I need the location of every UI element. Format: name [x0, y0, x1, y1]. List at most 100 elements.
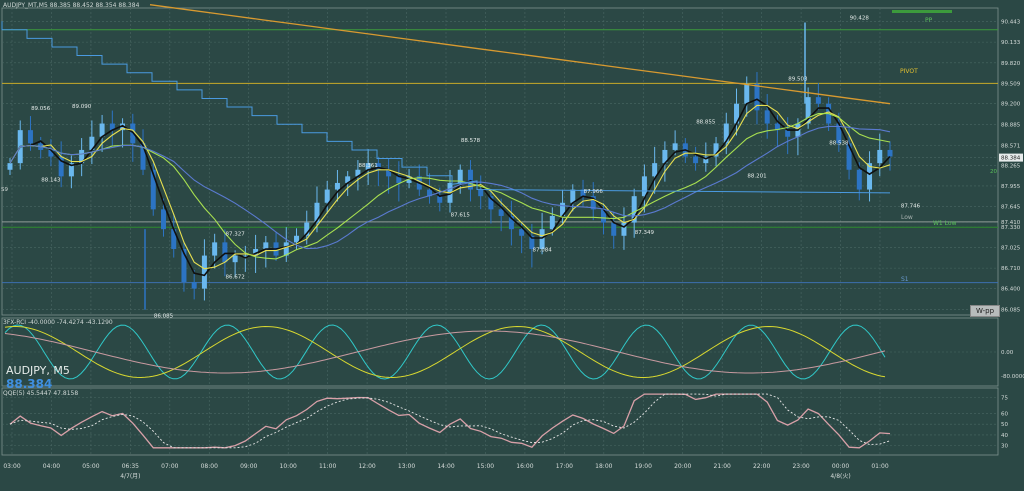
rci-cyan: [4, 324, 886, 380]
candle-body: [304, 222, 310, 236]
price-annotation: 87.327: [225, 231, 245, 237]
candle-body: [242, 255, 248, 257]
main-panel-title: AUDJPY_MT,M5 88.385 88.452 88.354 88.384: [3, 2, 140, 9]
y-tick-label: 90.133: [1001, 40, 1021, 46]
qqe-fast: [9, 393, 891, 449]
candle-body: [498, 209, 504, 216]
x-tick-label: 00:00: [832, 463, 849, 470]
candle-body: [754, 83, 760, 111]
candle-body: [713, 143, 719, 157]
candle-body: [365, 163, 371, 170]
step-line: [1, 21, 891, 194]
pp-marker: [892, 10, 952, 13]
candle-body: [140, 143, 146, 170]
candle-body: [324, 189, 330, 203]
candle-body: [253, 248, 259, 256]
candle-body: [201, 255, 207, 289]
candle-body: [652, 163, 658, 177]
label-20: 20: [990, 169, 997, 175]
price-annotation: 88.143: [41, 178, 61, 184]
price-annotation: 86.672: [225, 275, 244, 281]
x-tick-label: 04:00: [43, 463, 60, 470]
y-tick-label: 60: [1001, 411, 1008, 417]
candle-body: [600, 209, 606, 223]
x-tick-label: 21:00: [714, 463, 731, 470]
y-tick-label: -80.0000: [1001, 374, 1024, 380]
label-pp: PP: [925, 17, 933, 24]
ma-black: [9, 98, 891, 277]
candle-body: [785, 130, 791, 137]
candle-body: [222, 242, 228, 263]
current-price-badge: [999, 153, 1023, 162]
x-tick-label: 06:35: [122, 463, 139, 470]
candle-body: [212, 242, 218, 256]
x-tick-label: 08:00: [201, 463, 218, 470]
candle-body: [345, 176, 351, 183]
wpp-button[interactable]: W-pp: [970, 305, 1000, 317]
candle-body: [396, 176, 402, 183]
price-annotation: 87.084: [532, 247, 552, 253]
x-tick-label: 20:00: [674, 463, 691, 470]
candle-body: [580, 189, 586, 197]
candle-body: [570, 189, 576, 203]
candle-body: [549, 215, 555, 230]
candle-body: [294, 235, 300, 243]
x-tick-label: 13:00: [398, 463, 415, 470]
candle-body: [774, 123, 780, 131]
candle-body: [805, 97, 811, 124]
candle-body: [283, 242, 289, 256]
candle-body: [181, 248, 187, 282]
y-tick-label: 86.710: [1001, 266, 1021, 272]
candle-body: [263, 242, 269, 249]
x-tick-label: 4/7(月): [120, 473, 140, 480]
y-tick-label: 87.645: [1001, 204, 1021, 210]
candle-body: [887, 149, 893, 157]
y-tick-label: 87.330: [1001, 225, 1021, 231]
candle-body: [406, 176, 412, 183]
y-tick-label: 89.509: [1001, 81, 1021, 87]
ma-lightgreen: [9, 113, 891, 260]
y-tick-label: 88.571: [1001, 143, 1020, 149]
current-price-text: 88.384: [1001, 156, 1021, 162]
candle-body: [590, 196, 596, 210]
candle-body: [662, 149, 668, 164]
x-tick-label: 07:00: [161, 463, 178, 470]
x-tick-label: 09:00: [240, 463, 257, 470]
x-tick-label: 18:00: [595, 463, 612, 470]
price-annotation: 88.201: [747, 174, 766, 180]
x-tick-label: 14:00: [437, 463, 454, 470]
candle-body: [79, 149, 85, 164]
x-tick-label: 19:00: [635, 463, 652, 470]
candle-body: [539, 229, 545, 249]
label-s1: S1: [901, 276, 909, 283]
candle-body: [856, 169, 862, 190]
rci-yellow: [4, 325, 886, 379]
candle-body: [89, 136, 95, 150]
candle-body: [375, 163, 381, 170]
candle-body: [631, 196, 637, 223]
y-tick-label: 88.265: [1001, 163, 1021, 169]
y-tick-label: 50: [1001, 422, 1008, 428]
candle-body: [836, 123, 842, 144]
y-tick-label: 88.885: [1001, 123, 1021, 129]
candle-body: [7, 163, 13, 170]
y-tick-label: 89.200: [1001, 102, 1021, 108]
label-w1low: W1 Low: [933, 220, 957, 227]
x-tick-label: 23:00: [792, 463, 809, 470]
candle-body: [519, 229, 525, 236]
candle-body: [467, 169, 473, 190]
x-tick-label: 01:00: [871, 463, 888, 470]
price-annotation: 90.428: [850, 16, 870, 22]
candle-body: [693, 156, 699, 164]
rci-panel-title: 3FX-RCI -40.0000 -74.4274 -43.1290: [3, 319, 113, 326]
candle-body: [815, 97, 821, 104]
candle-body: [877, 149, 883, 164]
candle-body: [437, 196, 443, 203]
candle-body: [703, 156, 709, 164]
y-tick-label: 89.820: [1001, 61, 1021, 67]
ma-blue: [9, 125, 891, 250]
candle-body: [672, 143, 678, 150]
panel-frame: [1, 7, 999, 316]
